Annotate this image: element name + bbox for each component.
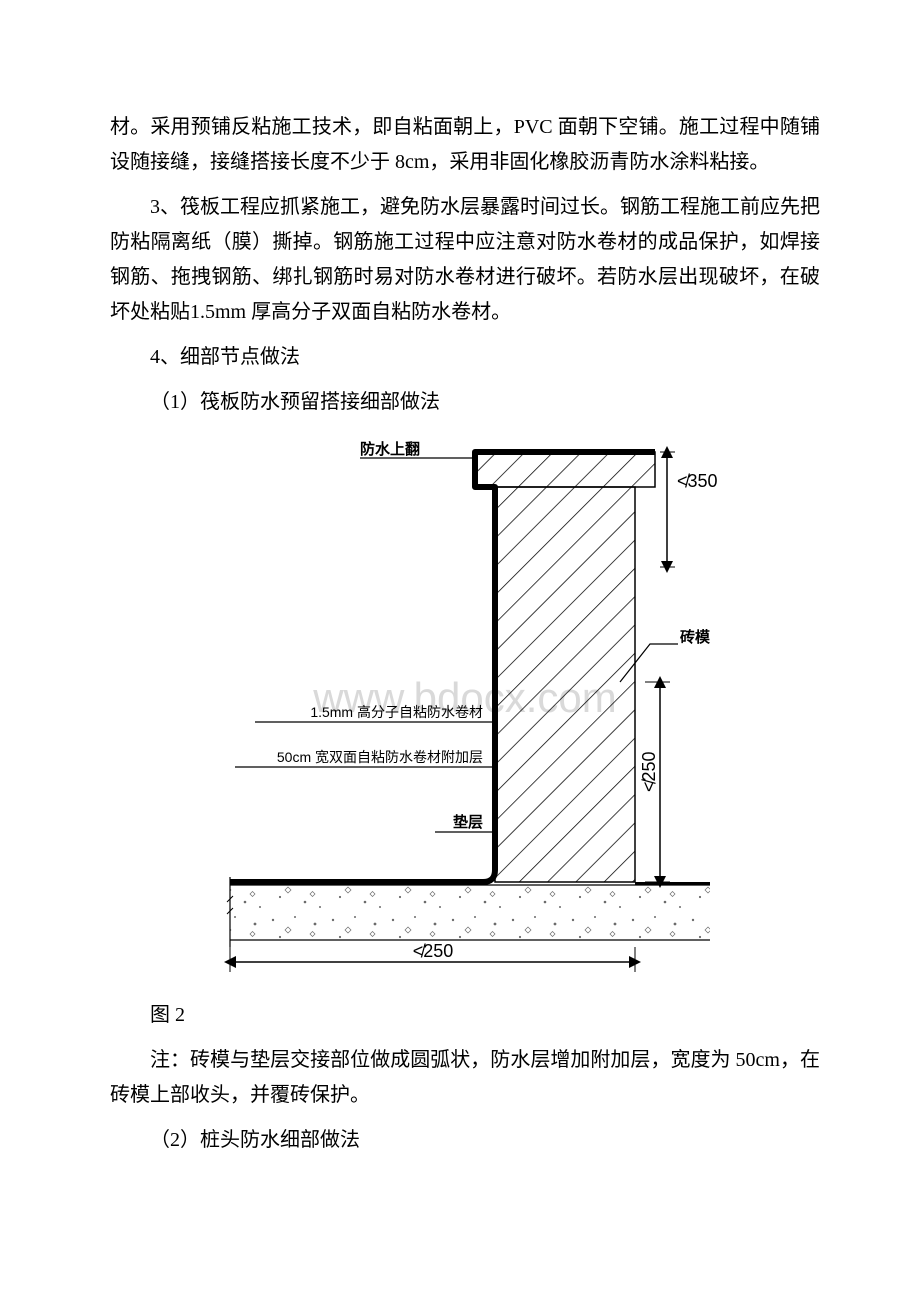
paragraph-5: （2）桩头防水细部做法	[110, 1123, 820, 1158]
label-top: 防水上翻	[360, 440, 420, 458]
figure-2-container: www.bdocx.com 防水上翻	[110, 432, 820, 992]
label-brick-mold: 砖模	[680, 628, 711, 646]
label-mid3: 垫层	[453, 813, 483, 831]
figure-2-diagram: www.bdocx.com 防水上翻	[205, 432, 725, 992]
label-mid1: 1.5mm 高分子自粘防水卷材	[310, 704, 483, 720]
figure-note: 注：砖模与垫层交接部位做成圆弧状，防水层增加附加层，宽度为 50cm，在砖模上部…	[110, 1043, 820, 1113]
paragraph-3: 4、细部节点做法	[110, 340, 820, 375]
dim-top-right: ≮350	[677, 471, 718, 491]
dim-right: ≮250	[639, 751, 659, 792]
label-mid2: 50cm 宽双面自粘防水卷材附加层	[277, 749, 483, 765]
document-page: 材。采用预铺反粘施工技术，即自粘面朝上，PVC 面朝下空铺。施工过程中随铺设随接…	[0, 0, 920, 1228]
figure-caption: 图 2	[110, 998, 820, 1033]
paragraph-1: 材。采用预铺反粘施工技术，即自粘面朝上，PVC 面朝下空铺。施工过程中随铺设随接…	[110, 110, 820, 180]
dim-bottom: ≮250	[413, 941, 454, 961]
paragraph-2: 3、筏板工程应抓紧施工，避免防水层暴露时间过长。钢筋工程施工前应先把防粘隔离纸（…	[110, 190, 820, 330]
paragraph-4: （1）筏板防水预留搭接细部做法	[110, 385, 820, 420]
